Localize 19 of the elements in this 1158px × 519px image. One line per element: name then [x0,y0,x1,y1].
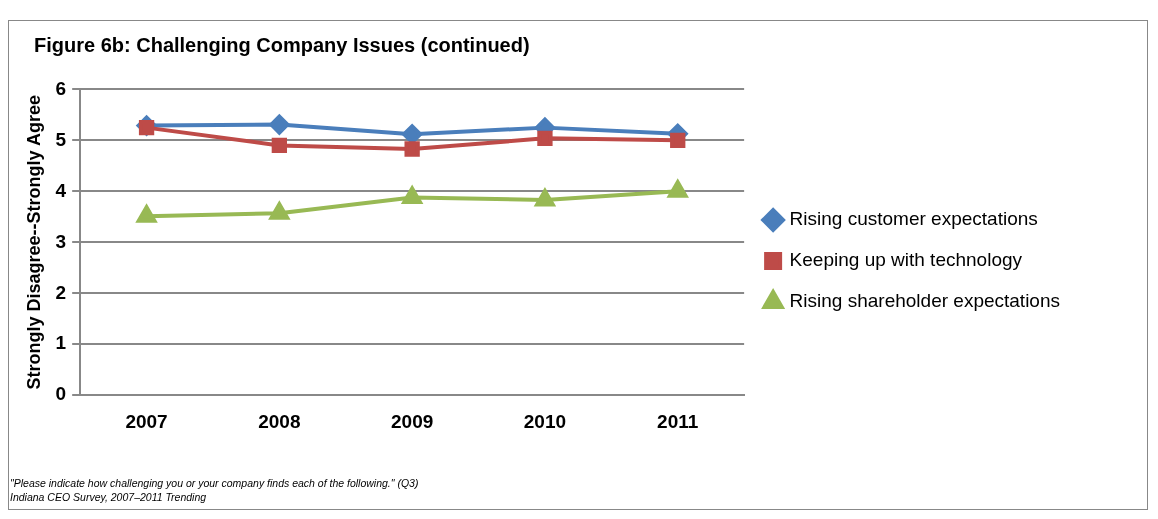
x-tick-label: 2010 [523,410,567,432]
y-tick-label: 0 [55,383,67,405]
y-tick-label: 5 [55,128,67,150]
y-tick-label: 6 [55,77,67,99]
chart-title: Figure 6b: Challenging Company Issues (continued) [34,34,530,57]
legend-label: Rising customer expectations [789,208,1038,230]
x-tick-label: 2009 [391,410,434,432]
text: Indiana CEO Survey, 2007–2011 Trending [10,490,208,504]
text: "Please indicate how challenging you or your company finds each of the following." (Q3) [10,476,419,490]
x-tick-label: 2007 [125,410,168,432]
y-tick-label: 2 [55,281,67,303]
y-tick-label: 4 [55,179,67,201]
x-tick-label: 2011 [657,410,699,432]
y-tick-label: 1 [55,332,67,354]
x-tick-label: 2008 [258,410,301,432]
legend-label: Rising shareholder expectations [789,290,1061,312]
y-axis-title: Strongly Disagree--Strongly Agree [23,95,44,390]
y-tick-label: 3 [55,230,67,252]
legend-label: Keeping up with technology [789,249,1023,271]
